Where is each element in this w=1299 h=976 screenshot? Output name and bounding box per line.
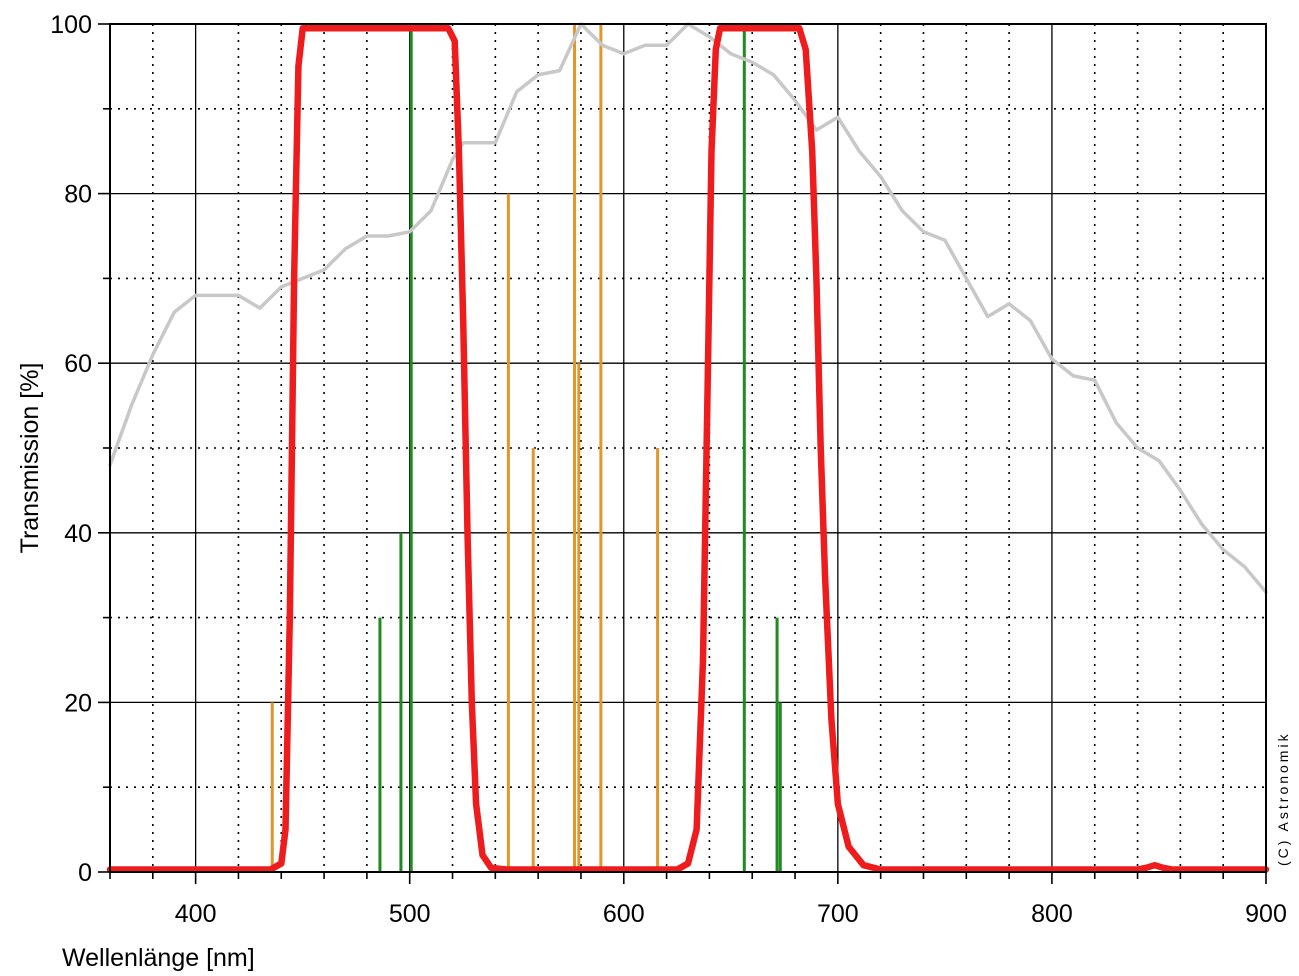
copyright-label: (C) Astronomik [1275,731,1291,866]
y-tick-label: 80 [64,181,92,209]
x-tick-label: 600 [603,900,645,928]
x-tick-label: 700 [817,900,859,928]
x-tick-label: 900 [1245,900,1287,928]
y-tick-labels: 0 20 40 60 80 100 [50,11,92,887]
x-tick-label: 400 [175,900,217,928]
y-tick-label: 100 [50,11,92,39]
major-grid [110,24,1266,872]
minor-grid [110,24,1266,872]
emission-lines [270,24,782,872]
y-axis-label: Transmission [%] [16,363,44,554]
filter-transmission-line [106,24,1270,873]
y-tick-label: 60 [64,350,92,378]
x-tick-labels: 400 500 600 700 800 900 [175,900,1287,928]
sky-background-line [108,22,1268,594]
y-tick-label: 20 [64,689,92,717]
y-tick-label: 0 [78,859,92,887]
x-axis-label: Wellenlänge [nm] [62,944,255,972]
axis-ticks [98,23,1267,884]
series-lines [106,22,1270,873]
y-tick-label: 40 [64,520,92,548]
x-tick-label: 800 [1031,900,1073,928]
x-tick-label: 500 [389,900,431,928]
